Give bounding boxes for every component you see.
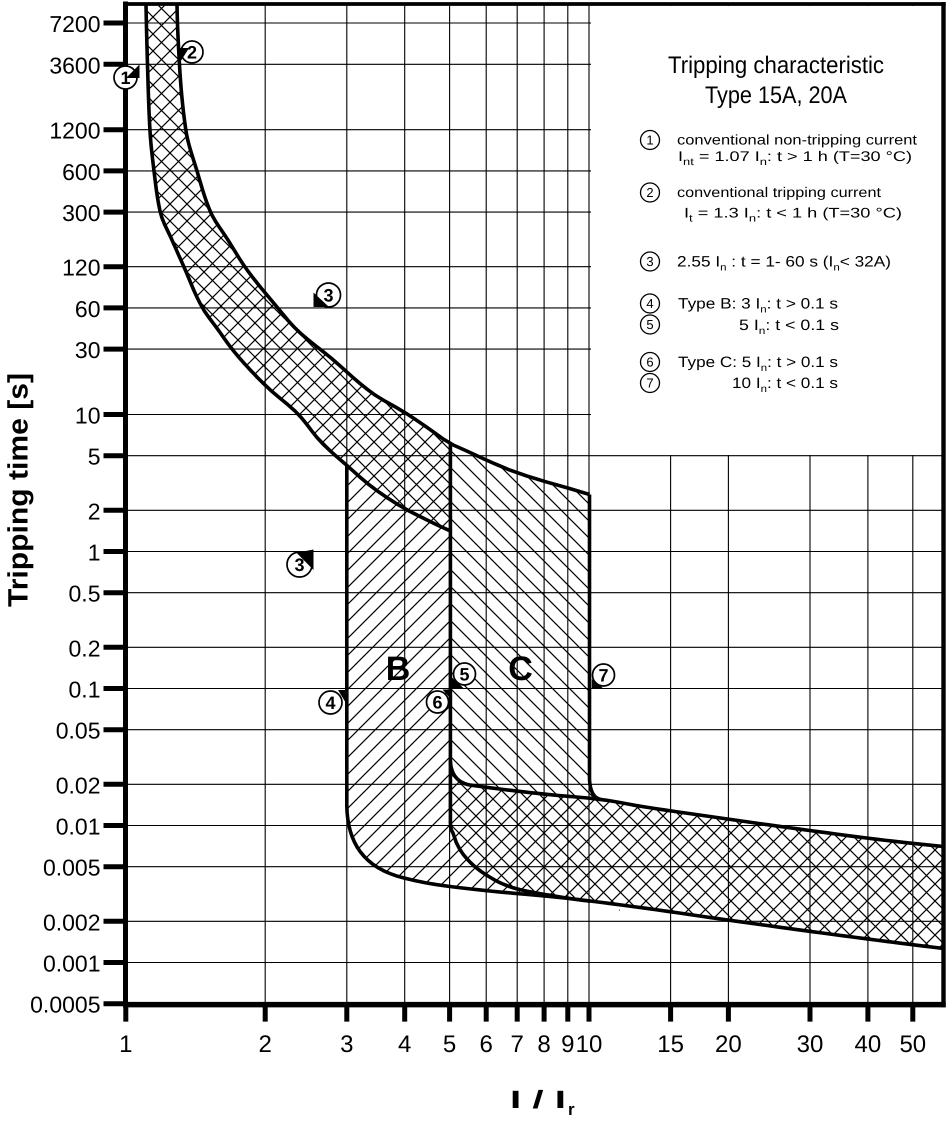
svg-text:0.002: 0.002 — [43, 909, 101, 935]
svg-text:7: 7 — [511, 1031, 524, 1058]
svg-text:9: 9 — [561, 1031, 574, 1058]
svg-text:7200: 7200 — [49, 11, 100, 37]
svg-text:C: C — [508, 650, 533, 688]
svg-text:1200: 1200 — [49, 118, 100, 144]
svg-text:0.005: 0.005 — [43, 855, 101, 881]
svg-text:I / I: I / I — [510, 1086, 566, 1114]
svg-text:3: 3 — [323, 285, 333, 305]
svg-text:10: 10 — [75, 403, 101, 429]
svg-text:10 In​: t < 0.1 s: 10 In​: t < 0.1 s — [732, 375, 838, 395]
svg-text:6: 6 — [432, 692, 442, 712]
svg-text:3: 3 — [294, 555, 304, 575]
svg-text:2: 2 — [646, 185, 653, 200]
svg-text:B: B — [386, 650, 411, 688]
svg-text:600: 600 — [62, 159, 100, 185]
svg-text:0.05: 0.05 — [56, 718, 101, 744]
svg-text:conventional non-tripping curr: conventional non-tripping current — [677, 132, 917, 148]
svg-text:2: 2 — [259, 1031, 272, 1058]
svg-text:4: 4 — [646, 296, 653, 311]
svg-text:60: 60 — [75, 296, 101, 322]
svg-text:0.0005: 0.0005 — [30, 992, 100, 1018]
svg-text:Tripping time [s]: Tripping time [s] — [3, 373, 34, 607]
svg-text:5: 5 — [459, 664, 469, 684]
svg-text:7: 7 — [646, 376, 653, 391]
svg-text:0.02: 0.02 — [56, 772, 101, 798]
svg-text:30: 30 — [797, 1031, 824, 1058]
svg-text:0.01: 0.01 — [56, 814, 101, 840]
svg-text:0.001: 0.001 — [43, 951, 101, 977]
svg-text:6: 6 — [646, 355, 653, 370]
svg-text:3600: 3600 — [49, 52, 100, 78]
svg-text:1: 1 — [88, 540, 101, 566]
svg-text:5: 5 — [443, 1031, 456, 1058]
svg-text:20: 20 — [715, 1031, 742, 1058]
svg-text:120: 120 — [62, 255, 100, 281]
svg-text:40: 40 — [855, 1031, 882, 1058]
svg-text:conventional tripping current: conventional tripping current — [677, 184, 881, 200]
svg-text:50: 50 — [899, 1031, 926, 1058]
svg-text:0.1: 0.1 — [69, 677, 101, 703]
svg-text:0.2: 0.2 — [69, 635, 101, 661]
svg-text:1: 1 — [120, 68, 130, 88]
svg-text:Int​ = 1.07 In​: t > 1 h (T: Int​ = 1.07 In​: t > 1 h (T=30 °C) — [678, 148, 912, 168]
svg-text:Type B: 3 In​: t > 0.1 s: Type B: 3 In​: t > 0.1 s — [678, 296, 838, 316]
svg-text:300: 300 — [62, 200, 100, 226]
svg-text:1: 1 — [119, 1031, 132, 1058]
svg-text:Tripping characteristic: Tripping characteristic — [668, 52, 884, 79]
svg-text:1: 1 — [646, 133, 653, 148]
svg-text:15: 15 — [657, 1031, 684, 1058]
svg-text:8: 8 — [537, 1031, 550, 1058]
svg-text:6: 6 — [480, 1031, 493, 1058]
svg-text:It​ = 1.3 In​: t < 1 h (T=3: It​ = 1.3 In​: t < 1 h (T=30 °C) — [684, 205, 902, 225]
svg-text:4: 4 — [325, 693, 335, 713]
svg-text:3: 3 — [340, 1031, 353, 1058]
svg-text:5: 5 — [88, 444, 101, 470]
svg-text:30: 30 — [75, 337, 101, 363]
svg-text:2: 2 — [187, 42, 197, 62]
svg-text:Type 15A, 20A: Type 15A, 20A — [705, 82, 847, 109]
svg-text:Type C: 5 In​: t > 0.1 s: Type C: 5 In​: t > 0.1 s — [678, 354, 838, 374]
svg-text:7: 7 — [598, 665, 608, 685]
svg-text:5: 5 — [646, 317, 653, 332]
svg-text:3: 3 — [646, 254, 653, 269]
svg-text:4: 4 — [398, 1031, 411, 1058]
svg-text:r: r — [568, 1100, 575, 1119]
svg-text:2: 2 — [88, 498, 101, 524]
svg-text:0.5: 0.5 — [69, 581, 101, 607]
svg-text:10: 10 — [576, 1031, 603, 1058]
